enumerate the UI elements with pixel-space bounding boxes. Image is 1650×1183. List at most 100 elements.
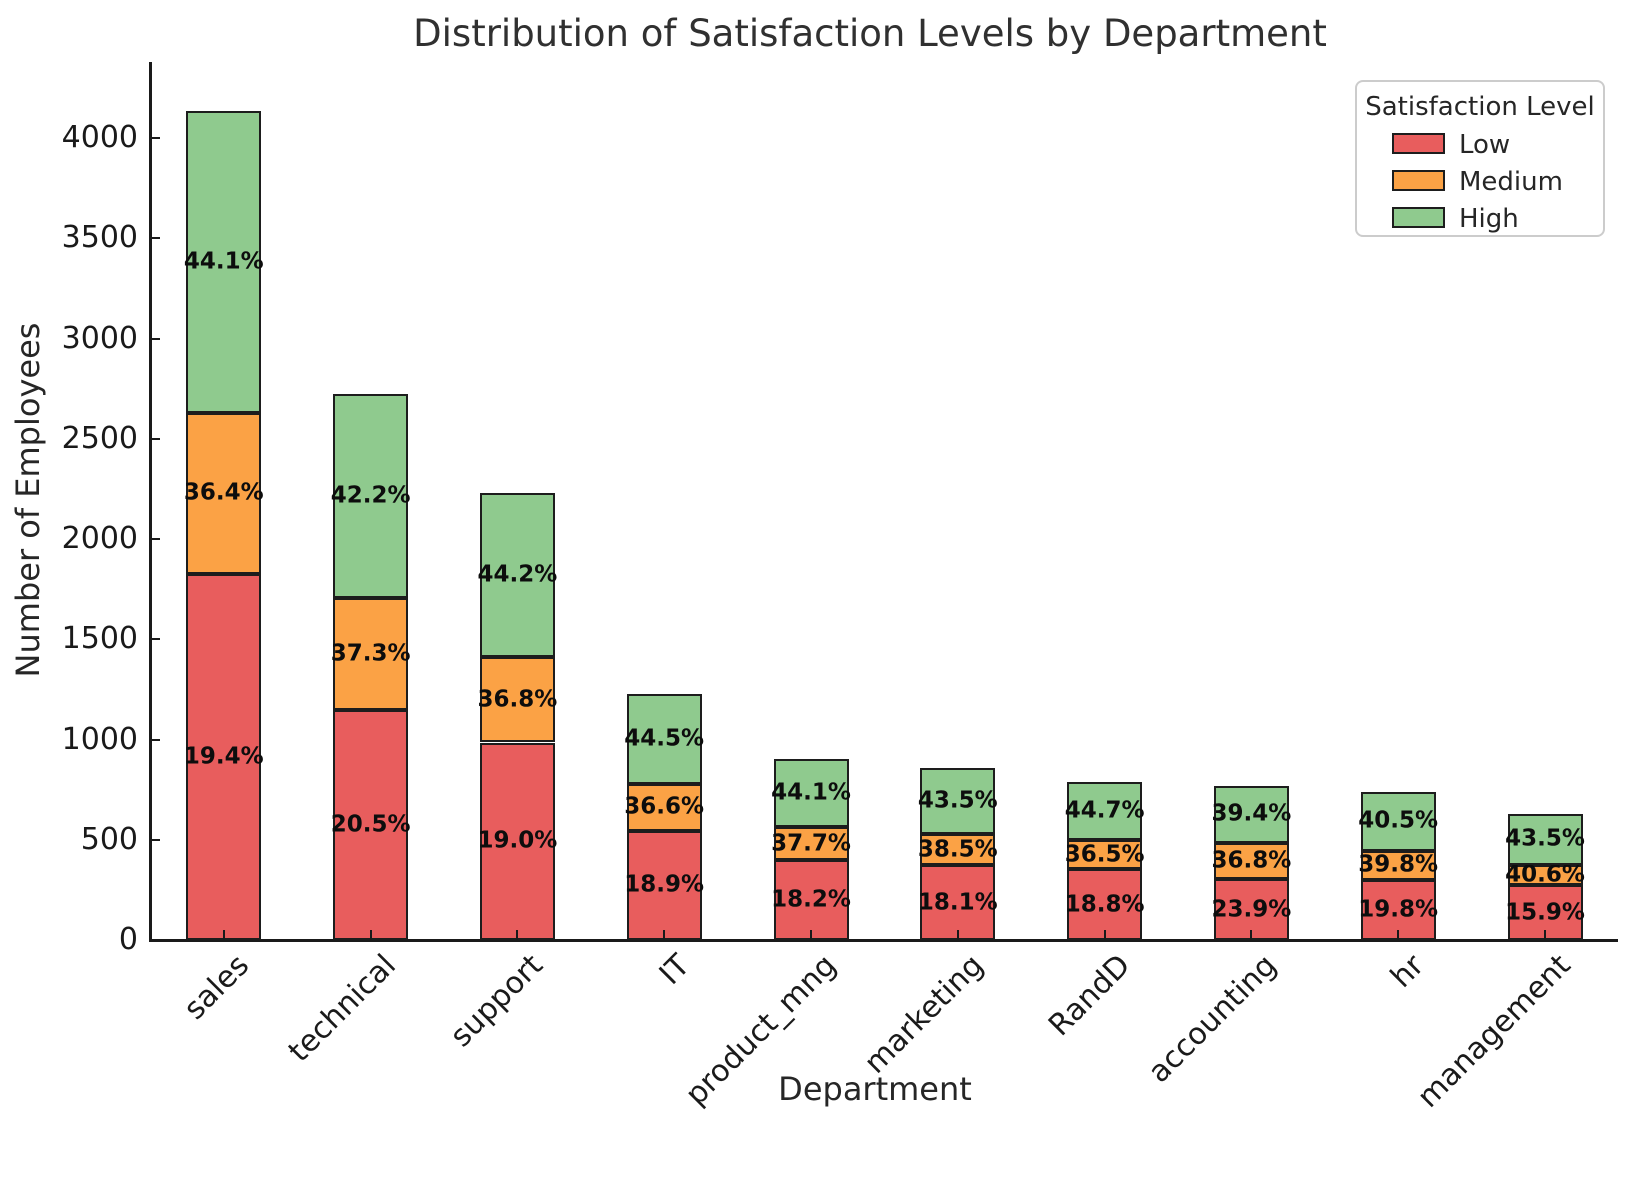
x-tick-label-hr: hr xyxy=(1383,947,1431,995)
bar-segment-RandD-low xyxy=(1067,869,1143,940)
bar-segment-RandD-high xyxy=(1067,782,1143,840)
y-tick-mark xyxy=(150,337,160,340)
x-tick-label-accounting: accounting xyxy=(1141,947,1285,1090)
x-tick-label-product_mng: product_mng xyxy=(679,947,844,1113)
legend-swatch-medium xyxy=(1392,170,1445,191)
segment-percent-label: 43.5% xyxy=(917,787,998,814)
x-tick-mark xyxy=(1397,930,1400,940)
bar-segment-accounting-medium xyxy=(1213,842,1289,880)
bar-segment-technical-low xyxy=(333,709,409,940)
bar-segment-hr-high xyxy=(1360,791,1436,851)
segment-percent-label: 44.1% xyxy=(771,779,851,806)
bar-segment-accounting-high xyxy=(1213,786,1289,843)
bar-segment-IT-low xyxy=(626,830,702,940)
x-tick-mark xyxy=(810,930,812,940)
segment-percent-label: 18.8% xyxy=(1064,891,1145,918)
y-tick-mark xyxy=(150,939,160,941)
bar-segment-technical-high xyxy=(333,394,409,598)
y-tick-mark xyxy=(150,538,160,540)
y-tick-label: 4000 xyxy=(61,120,138,155)
legend-label-medium: Medium xyxy=(1459,167,1563,197)
bar-segment-accounting-low xyxy=(1213,879,1289,940)
x-tick-label-technical: technical xyxy=(282,947,404,1070)
segment-percent-label: 19.0% xyxy=(477,827,558,854)
x-tick-label-marketing: marketing xyxy=(857,947,991,1081)
segment-percent-label: 43.5% xyxy=(1505,825,1585,852)
legend: Satisfaction Level Low Medium High xyxy=(1355,80,1605,237)
segment-percent-label: 36.6% xyxy=(624,793,705,820)
segment-percent-label: 18.2% xyxy=(771,886,851,913)
x-tick-mark xyxy=(956,930,959,940)
legend-swatch-low xyxy=(1392,133,1445,154)
segment-percent-label: 40.5% xyxy=(1358,807,1439,834)
bar-segment-management-medium xyxy=(1507,865,1583,886)
x-tick-label-RandD: RandD xyxy=(1041,947,1138,1044)
bar-segment-product_mng-high xyxy=(773,759,849,828)
segment-percent-label: 39.4% xyxy=(1211,800,1292,827)
x-tick-label-IT: IT xyxy=(652,947,697,992)
y-tick-label: 1500 xyxy=(61,621,138,657)
y-tick-label: 1000 xyxy=(61,721,138,757)
y-tick-mark xyxy=(150,638,160,641)
segment-percent-label: 44.7% xyxy=(1064,797,1145,824)
segment-percent-label: 18.9% xyxy=(624,871,705,898)
segment-percent-label: 23.9% xyxy=(1211,896,1292,923)
y-tick-label: 2000 xyxy=(61,521,138,556)
x-tick-mark xyxy=(663,930,666,940)
y-axis-spine xyxy=(149,62,152,942)
segment-percent-label: 20.5% xyxy=(330,811,411,838)
bar-segment-IT-high xyxy=(626,693,702,784)
segment-percent-label: 18.1% xyxy=(917,889,998,916)
bar-segment-IT-medium xyxy=(626,784,702,831)
x-tick-mark xyxy=(1103,930,1106,940)
segment-percent-label: 38.5% xyxy=(917,836,998,863)
x-tick-mark xyxy=(1250,930,1253,940)
y-tick-mark xyxy=(150,137,160,139)
bar-segment-RandD-medium xyxy=(1067,839,1143,870)
bar-segment-support-low xyxy=(479,742,555,940)
bar-segment-product_mng-medium xyxy=(773,827,849,861)
y-tick-label: 3500 xyxy=(61,220,138,256)
x-tick-mark xyxy=(1544,930,1546,940)
segment-percent-label: 37.3% xyxy=(330,640,411,667)
segment-percent-label: 44.2% xyxy=(477,561,558,588)
bar-segment-marketing-medium xyxy=(920,834,996,866)
segment-percent-label: 36.5% xyxy=(1064,841,1145,868)
segment-percent-label: 44.5% xyxy=(624,725,705,752)
y-tick-mark xyxy=(150,237,160,240)
bar-segment-sales-low xyxy=(186,573,262,940)
segment-percent-label: 19.8% xyxy=(1358,896,1439,923)
bar-segment-support-medium xyxy=(479,657,555,743)
y-tick-mark xyxy=(150,738,160,741)
bar-segment-marketing-high xyxy=(920,767,996,835)
bar-segment-management-high xyxy=(1507,813,1583,865)
y-tick-label: 0 xyxy=(118,922,138,957)
x-tick-mark xyxy=(369,930,372,940)
legend-title: Satisfaction Level xyxy=(1365,92,1595,122)
segment-percent-label: 44.1% xyxy=(183,248,264,275)
x-axis-label: Department xyxy=(778,1070,972,1108)
y-tick-label: 2500 xyxy=(61,420,138,456)
segment-percent-label: 15.9% xyxy=(1505,899,1585,926)
y-tick-label: 500 xyxy=(80,821,138,857)
segment-percent-label: 40.6% xyxy=(1505,861,1585,888)
segment-percent-label: 42.2% xyxy=(330,482,411,509)
legend-swatch-high xyxy=(1392,207,1445,228)
chart-title: Distribution of Satisfaction Levels by D… xyxy=(413,12,1327,55)
legend-label-low: Low xyxy=(1459,130,1511,160)
bar-segment-sales-medium xyxy=(186,412,262,574)
legend-label-high: High xyxy=(1459,204,1519,234)
segment-percent-label: 36.8% xyxy=(1211,847,1292,874)
bar-segment-technical-medium xyxy=(333,597,409,710)
bar-segment-sales-high xyxy=(186,110,262,413)
y-tick-label: 3000 xyxy=(61,320,138,356)
segment-percent-label: 37.7% xyxy=(771,830,851,857)
y-tick-mark xyxy=(150,838,160,841)
x-tick-label-support: support xyxy=(443,947,551,1055)
segment-percent-label: 36.8% xyxy=(477,686,558,713)
y-tick-mark xyxy=(150,437,160,440)
bar-segment-support-high xyxy=(479,493,555,658)
x-tick-mark xyxy=(516,930,519,940)
